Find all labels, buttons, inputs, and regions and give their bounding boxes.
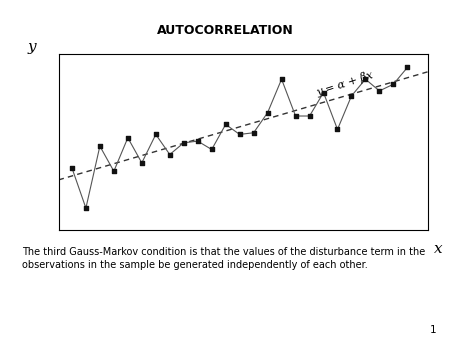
Text: 1: 1: [430, 324, 436, 335]
Point: [278, 76, 285, 82]
Point: [376, 88, 383, 94]
Point: [348, 93, 355, 99]
Text: y: y: [27, 40, 36, 54]
Point: [152, 132, 159, 137]
Point: [82, 206, 90, 211]
Text: The third Gauss-Markov condition is that the values of the disturbance term in t: The third Gauss-Markov condition is that…: [22, 247, 426, 270]
Point: [292, 113, 299, 119]
Text: x: x: [434, 242, 443, 256]
Point: [264, 110, 271, 115]
Text: y = α + βx: y = α + βx: [315, 70, 374, 98]
Point: [306, 113, 313, 119]
Point: [194, 139, 201, 144]
Point: [68, 165, 76, 171]
Point: [404, 65, 411, 70]
Point: [334, 127, 341, 132]
Point: [124, 135, 131, 141]
Point: [180, 140, 187, 145]
Point: [320, 90, 327, 95]
Point: [390, 81, 397, 87]
Point: [138, 160, 145, 166]
Point: [166, 152, 173, 157]
Point: [110, 169, 117, 174]
Point: [96, 143, 104, 149]
Text: AUTOCORRELATION: AUTOCORRELATION: [157, 24, 293, 37]
Point: [222, 122, 229, 127]
Point: [236, 132, 243, 137]
Point: [208, 147, 215, 152]
Point: [250, 130, 257, 136]
Point: [362, 76, 369, 82]
